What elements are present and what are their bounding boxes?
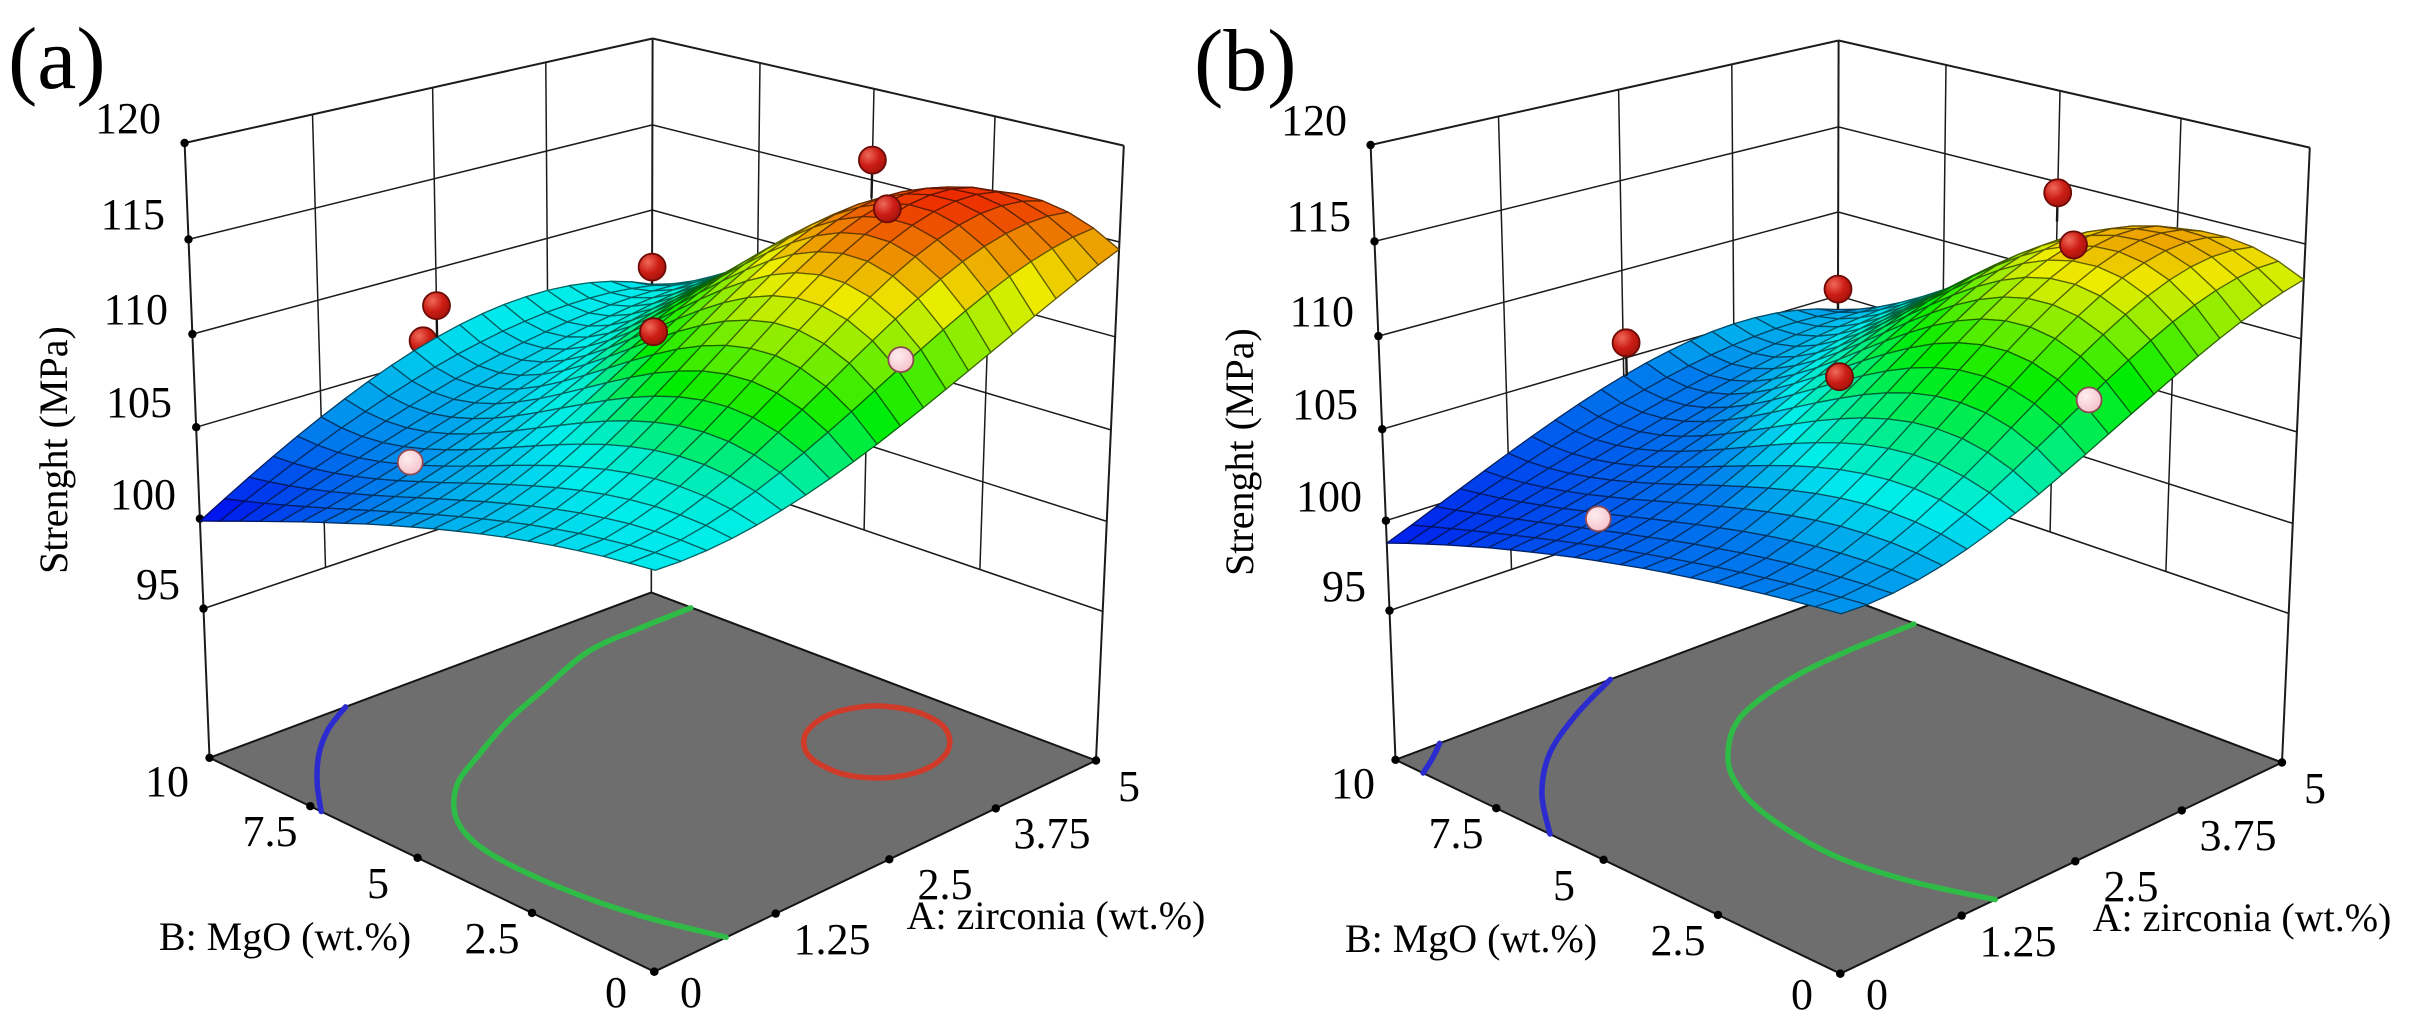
tick-dot: [192, 423, 200, 431]
tick-dot: [1092, 756, 1100, 764]
box-floor-leg: [2282, 613, 2289, 762]
tick-dot: [1382, 517, 1390, 525]
tick-dot: [1492, 804, 1500, 812]
tick-dot: [885, 855, 893, 863]
panel-a: 9510010511011512002.557.51001.252.53.755…: [8, 11, 1205, 1017]
z-tick-label: 105: [1292, 380, 1358, 429]
z-axis-line: [204, 609, 210, 758]
x-tick-label: 0: [680, 968, 702, 1017]
z-tick-label: 115: [101, 190, 165, 239]
tick-dot: [1385, 606, 1393, 614]
box-edge: [1371, 145, 1390, 611]
wall-gridline: [1375, 127, 1839, 241]
x-axis-title: A: zirconia (wt.%): [907, 893, 1206, 938]
x-axis-title: A: zirconia (wt.%): [2093, 895, 2392, 940]
design-point-red: [1613, 329, 1640, 356]
z-tick-label: 100: [1296, 472, 1362, 521]
tick-dot: [180, 139, 188, 147]
tick-dot: [413, 854, 421, 862]
y-tick-label: 10: [1331, 759, 1375, 808]
z-tick-label: 110: [1290, 287, 1354, 336]
tick-dot: [2278, 758, 2286, 766]
design-point-pink: [1586, 506, 1611, 531]
tick-dot: [2178, 806, 2186, 814]
z-tick-label: 105: [106, 378, 172, 427]
z-tick-label: 95: [1322, 562, 1366, 611]
z-axis-line: [1390, 611, 1396, 760]
x-tick-label: 5: [1118, 762, 1140, 811]
box-edge: [1103, 146, 1124, 612]
tick-dot: [1374, 332, 1382, 340]
tick-dot: [1958, 911, 1966, 919]
tick-dot: [2071, 857, 2079, 865]
box-edge: [185, 39, 653, 144]
y-tick-label: 10: [145, 757, 189, 806]
y-axis-title: B: MgO (wt.%): [1345, 916, 1597, 961]
design-point-red: [2044, 179, 2071, 206]
z-tick-label: 100: [110, 470, 176, 519]
design-point-red: [423, 292, 450, 319]
tick-dot: [1714, 911, 1722, 919]
x-tick-label: 3.75: [2200, 811, 2277, 860]
panel-letter: (a): [8, 11, 106, 108]
tick-dot: [1391, 756, 1399, 764]
design-point-pink: [398, 450, 423, 475]
y-tick-label: 7.5: [1429, 809, 1484, 858]
box-edge: [2289, 148, 2310, 614]
x-tick-label: 3.75: [1014, 809, 1091, 858]
design-point-pink: [888, 347, 913, 372]
tick-dot: [650, 968, 658, 976]
panel-letter: (b): [1194, 13, 1297, 110]
design-point-red: [1825, 276, 1852, 303]
tick-dot: [1836, 970, 1844, 978]
tick-dot: [199, 604, 207, 612]
design-point-red: [874, 195, 901, 222]
y-tick-label: 5: [367, 859, 389, 908]
design-point-red: [1826, 363, 1853, 390]
tick-dot: [1378, 425, 1386, 433]
wall-gridline: [1838, 127, 2305, 244]
tick-dot: [772, 909, 780, 917]
design-point-pink: [2077, 387, 2102, 412]
x-tick-label: 5: [2304, 764, 2326, 813]
z-tick-label: 115: [1287, 192, 1351, 241]
y-tick-label: 2.5: [465, 914, 520, 963]
y-tick-label: 5: [1553, 861, 1575, 910]
box-edge: [185, 143, 204, 609]
tick-dot: [1366, 141, 1374, 149]
box-floor-leg: [1096, 611, 1103, 760]
tick-dot: [188, 330, 196, 338]
design-point-red: [859, 147, 886, 174]
z-axis-title: Strenght (MPa): [31, 326, 76, 574]
tick-dot: [205, 754, 213, 762]
y-axis-title: B: MgO (wt.%): [159, 914, 411, 959]
box-edge: [1839, 41, 2310, 148]
tick-dot: [1370, 237, 1378, 245]
panel-b: 9510010511011512002.557.51001.252.53.755…: [1194, 13, 2391, 1019]
y-tick-label: 0: [1791, 970, 1813, 1019]
wall-gridline: [189, 125, 653, 239]
design-point-red: [639, 254, 666, 281]
x-tick-label: 1.25: [794, 915, 871, 964]
y-tick-label: 2.5: [1651, 916, 1706, 965]
tick-dot: [306, 802, 314, 810]
tick-dot: [184, 235, 192, 243]
x-tick-label: 0: [1866, 970, 1888, 1019]
tick-dot: [528, 909, 536, 917]
z-axis-title: Strenght (MPa): [1217, 328, 1262, 576]
y-tick-label: 7.5: [243, 807, 298, 856]
tick-dot: [1599, 856, 1607, 864]
z-tick-label: 110: [104, 285, 168, 334]
y-tick-label: 0: [605, 968, 627, 1017]
design-point-red: [2060, 231, 2087, 258]
z-tick-label: 95: [136, 560, 180, 609]
tick-dot: [992, 804, 1000, 812]
box-edge: [653, 39, 1124, 146]
design-point-red: [640, 318, 667, 345]
box-edge: [1371, 41, 1839, 146]
x-tick-label: 1.25: [1980, 917, 2057, 966]
